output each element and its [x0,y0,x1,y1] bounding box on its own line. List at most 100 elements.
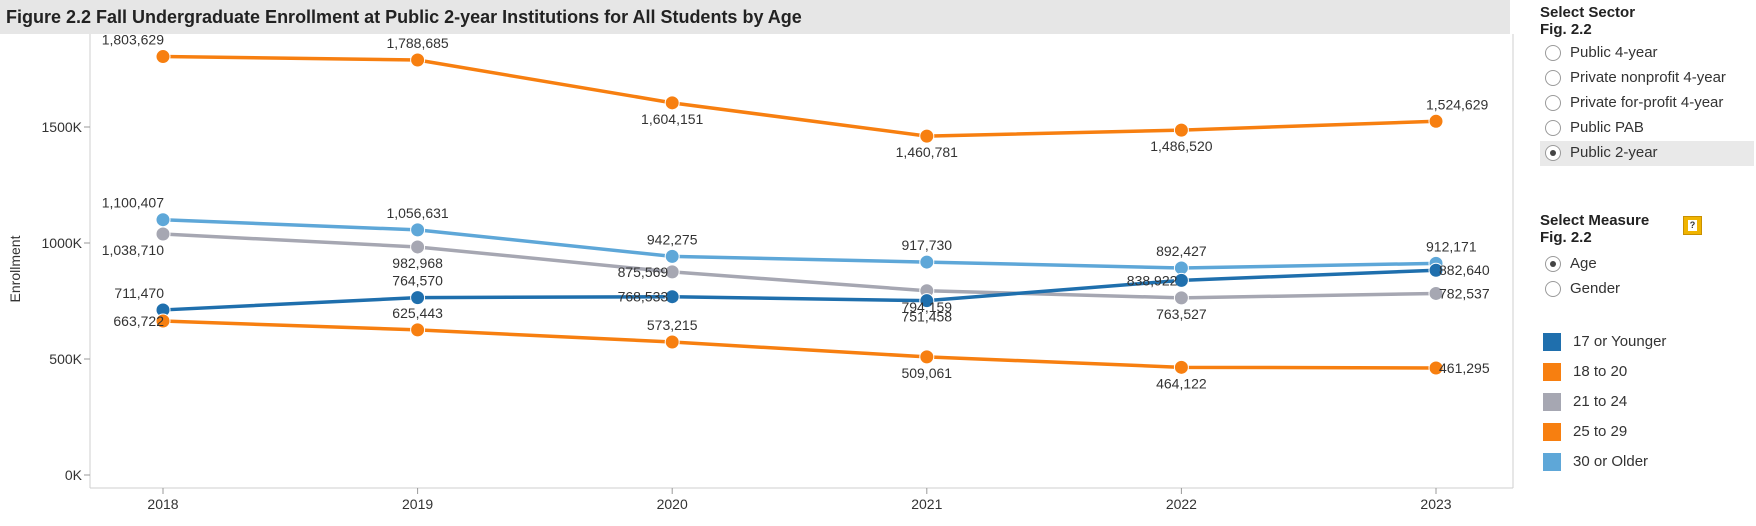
data-point[interactable] [664,289,680,305]
radio-circle-icon[interactable] [1545,45,1561,61]
legend-label: 25 to 29 [1573,423,1628,440]
legend-label: 18 to 20 [1573,363,1628,380]
x-tick-label: 2019 [402,496,433,512]
radio-selected-dot-icon [1550,150,1556,156]
radio-label: Private for-profit 4-year [1570,94,1724,111]
measure-panel-title: Select Measure [1540,212,1650,229]
data-label: 625,443 [392,305,443,321]
sector-option-private-for-profit-4-year[interactable]: Private for-profit 4-year [1540,91,1754,116]
data-label: 1,788,685 [386,35,448,51]
data-point[interactable] [1428,113,1444,129]
data-point[interactable] [919,349,935,365]
measure-panel-subtitle: Fig. 2.2 [1540,229,1592,246]
data-label: 1,524,629 [1426,96,1488,112]
data-point[interactable] [410,322,426,338]
data-point[interactable] [1173,272,1189,288]
data-label: 1,100,407 [102,195,164,211]
data-label: 782,537 [1439,285,1490,301]
data-label: 711,470 [114,285,164,301]
data-point[interactable] [919,254,935,270]
data-label: 1,486,520 [1150,138,1212,154]
y-tick-label: 1500K [42,119,83,135]
radio-selected-dot-icon [1550,261,1556,267]
x-tick-label: 2021 [911,496,942,512]
data-label: 882,640 [1439,262,1490,278]
data-label: 838,922 [1127,272,1178,288]
series-line-25-to-29 [162,319,1437,370]
chart-title: Figure 2.2 Fall Undergraduate Enrollment… [6,7,802,27]
data-label: 764,570 [392,273,443,289]
data-point[interactable] [1428,360,1444,376]
data-point[interactable] [410,52,426,68]
data-label: 1,803,629 [102,34,164,48]
x-tick-label: 2023 [1420,496,1451,512]
radio-circle-icon[interactable] [1545,281,1561,297]
data-point[interactable] [1428,262,1444,278]
series-line-30-or-older [162,217,1437,270]
data-point[interactable] [919,293,935,309]
data-point[interactable] [1173,359,1189,375]
radio-label: Private nonprofit 4-year [1570,69,1726,86]
y-axis-label: Enrollment [7,235,23,302]
data-label: 892,427 [1156,243,1207,259]
series-line-17-or-younger [162,268,1437,312]
data-label: 461,295 [1439,360,1490,376]
y-tick-label: 500K [49,351,82,367]
data-point[interactable] [410,290,426,306]
data-point[interactable] [155,226,171,242]
data-point[interactable] [410,222,426,238]
data-point[interactable] [155,212,171,228]
data-label: 509,061 [901,365,952,381]
data-label: 464,122 [1156,375,1207,391]
data-point[interactable] [410,239,426,255]
data-point[interactable] [664,334,680,350]
data-point[interactable] [664,95,680,111]
legend-label: 21 to 24 [1573,393,1628,410]
line-chart: Enrollment 0K 500K 1000K 1500K 2018 2019 2020 20… [7,34,1514,512]
radio-label: Age [1570,255,1597,272]
radio-circle-icon[interactable] [1545,70,1561,86]
data-point[interactable] [664,264,680,280]
sector-panel-title: Select Sector [1540,4,1636,21]
legend-label: 30 or Older [1573,453,1649,470]
data-label: 917,730 [901,237,952,253]
data-label: 794,159 [901,299,952,315]
sector-option-public-4-year[interactable]: Public 4-year [1540,41,1754,66]
data-label: 875,569 [618,264,669,280]
data-label: 982,968 [392,255,443,271]
help-icon-glyph: ? [1688,220,1697,231]
radio-circle-icon[interactable] [1545,256,1561,272]
data-point[interactable] [1173,122,1189,138]
data-point[interactable] [155,49,171,65]
data-point[interactable] [919,128,935,144]
sector-option-private-nonprofit-4-year[interactable]: Private nonprofit 4-year [1540,66,1754,91]
legend-swatch [1543,333,1561,351]
data-point[interactable] [664,248,680,264]
legend-label: 17 or Younger [1573,333,1667,350]
radio-label: Public 4-year [1570,44,1658,61]
data-label: 763,527 [1156,306,1207,322]
sector-option-public-2-year[interactable]: Public 2-year [1540,141,1754,166]
radio-circle-icon[interactable] [1545,145,1561,161]
sector-option-public-pab[interactable]: Public PAB [1540,116,1754,141]
x-tick-label: 2020 [657,496,688,512]
legend-swatch [1543,363,1561,381]
series-line-18-to-20 [162,54,1437,138]
radio-label: Public 2-year [1570,144,1658,161]
data-label: 1,604,151 [641,111,703,127]
radio-circle-icon[interactable] [1545,120,1561,136]
help-icon[interactable]: ? [1683,216,1702,235]
data-label: 751,458 [901,309,952,325]
y-tick-label: 0K [65,467,83,483]
radio-label: Gender [1570,280,1621,297]
data-point[interactable] [1428,285,1444,301]
data-point[interactable] [155,313,171,329]
sector-panel-subtitle: Fig. 2.2 [1540,21,1592,38]
measure-option-gender[interactable]: Gender [1540,277,1754,302]
x-tick-label: 2018 [147,496,178,512]
data-label: 1,056,631 [386,205,448,221]
data-point[interactable] [1173,290,1189,306]
measure-option-age[interactable]: Age [1540,252,1754,277]
radio-circle-icon[interactable] [1545,95,1561,111]
data-label: 768,533 [618,289,669,305]
